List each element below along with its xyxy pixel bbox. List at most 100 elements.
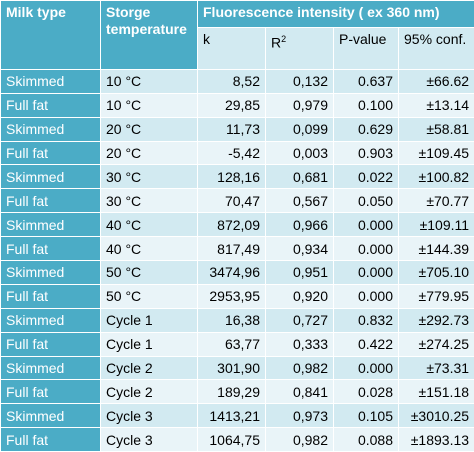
table-cell: 0.832 [334, 308, 399, 332]
table-cell: 29,85 [198, 93, 266, 117]
header-cell: 95% conf. [399, 27, 474, 69]
table-cell: 0.903 [334, 141, 399, 165]
table-cell: Skimmed [1, 356, 101, 380]
table-cell: 0.105 [334, 404, 399, 428]
table-cell: Cycle 1 [101, 332, 198, 356]
table-cell: 0.050 [334, 189, 399, 213]
table-cell: ±100.82 [399, 165, 474, 189]
table-cell: 0.028 [334, 380, 399, 404]
table-cell: 0.088 [334, 428, 399, 452]
table-cell: 0.000 [334, 213, 399, 237]
table-cell: Full fat [1, 380, 101, 404]
superscript: 2 [281, 34, 286, 44]
table-cell: 0.637 [334, 69, 399, 93]
table-cell: 0,132 [266, 69, 334, 93]
table-cell: ±73.31 [399, 356, 474, 380]
table-cell: Skimmed [1, 165, 101, 189]
table-cell: 0.022 [334, 165, 399, 189]
table-cell: 128,16 [198, 165, 266, 189]
table-cell: ±151.18 [399, 380, 474, 404]
table-cell: ±292.73 [399, 308, 474, 332]
header-cell: P-value [334, 27, 399, 69]
table-cell: 11,73 [198, 117, 266, 141]
table-cell: ±70.77 [399, 189, 474, 213]
table-cell: 0,681 [266, 165, 334, 189]
table-cell: ±66.62 [399, 69, 474, 93]
table-cell: 0,727 [266, 308, 334, 332]
table-cell: 10 °C [101, 93, 198, 117]
table-cell: ±13.14 [399, 93, 474, 117]
header-cell: k [198, 27, 266, 69]
table-cell: 0,841 [266, 380, 334, 404]
table-cell: 0.000 [334, 261, 399, 285]
table-cell: 0,979 [266, 93, 334, 117]
table-cell: 0.000 [334, 284, 399, 308]
table-cell: Cycle 2 [101, 356, 198, 380]
table-cell: 20 °C [101, 117, 198, 141]
table-cell: 0,966 [266, 213, 334, 237]
table-cell: 8,52 [198, 69, 266, 93]
header-cell: R2 [266, 27, 334, 69]
table-cell: ±109.45 [399, 141, 474, 165]
table-cell: Skimmed [1, 404, 101, 428]
table-cell: Full fat [1, 141, 101, 165]
header-text: k [203, 31, 210, 47]
table-cell: ±144.39 [399, 237, 474, 261]
table-cell: 189,29 [198, 380, 266, 404]
table-cell: 16,38 [198, 308, 266, 332]
table-cell: Skimmed [1, 261, 101, 285]
table-cell: Full fat [1, 93, 101, 117]
table-cell: Cycle 1 [101, 308, 198, 332]
table-cell: 0,920 [266, 284, 334, 308]
table-cell: 0.422 [334, 332, 399, 356]
table-cell: 3474,96 [198, 261, 266, 285]
table-cell: Cycle 3 [101, 404, 198, 428]
table-cell: 40 °C [101, 213, 198, 237]
table-cell: 817,49 [198, 237, 266, 261]
table-cell: ±274.25 [399, 332, 474, 356]
table-cell: 70,47 [198, 189, 266, 213]
table-cell: Full fat [1, 428, 101, 452]
table-cell: 0.000 [334, 237, 399, 261]
header-text: Fluorescence intensity ( ex 360 nm) [203, 4, 440, 20]
table-cell: 0,333 [266, 332, 334, 356]
table-cell: Full fat [1, 332, 101, 356]
table-cell: Full fat [1, 189, 101, 213]
table-cell: 0,951 [266, 261, 334, 285]
table-cell: 40 °C [101, 237, 198, 261]
table-cell: 0.100 [334, 93, 399, 117]
header-cell: Storge temperature [101, 1, 198, 70]
table-cell: 301,90 [198, 356, 266, 380]
table-cell: 1064,75 [198, 428, 266, 452]
table-cell: 2953,95 [198, 284, 266, 308]
table-cell: Full fat [1, 284, 101, 308]
table-cell: ±58.81 [399, 117, 474, 141]
header-cell: Fluorescence intensity ( ex 360 nm) [198, 1, 474, 28]
table-cell: ±3010.25 [399, 404, 474, 428]
table-cell: 50 °C [101, 261, 198, 285]
table-cell: 0,973 [266, 404, 334, 428]
table-cell: -5,42 [198, 141, 266, 165]
table-cell: Cycle 2 [101, 380, 198, 404]
table-cell: ±705.10 [399, 261, 474, 285]
table-cell: 63,77 [198, 332, 266, 356]
header-text: P-value [339, 31, 386, 47]
header-text: Storge temperature [106, 4, 187, 37]
table-cell: 872,09 [198, 213, 266, 237]
